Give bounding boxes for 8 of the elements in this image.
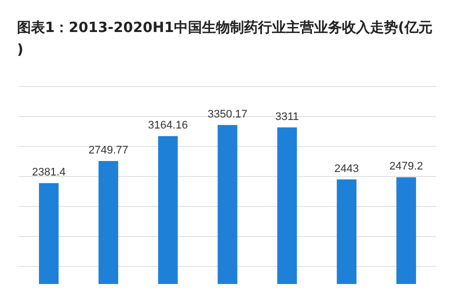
data-label: 2443: [334, 162, 359, 175]
data-label: 2381.4: [32, 166, 66, 179]
data-label: 2749.77: [88, 144, 128, 157]
data-label: 3350.17: [208, 108, 248, 120]
chart-title: 图表1：2013-2020H1中国生物制药行业主营业务收入走势(亿元): [17, 19, 432, 58]
data-label: 2479.2: [389, 160, 424, 173]
data-label: 3311: [275, 110, 299, 123]
data-label: 3164.16: [148, 120, 188, 132]
